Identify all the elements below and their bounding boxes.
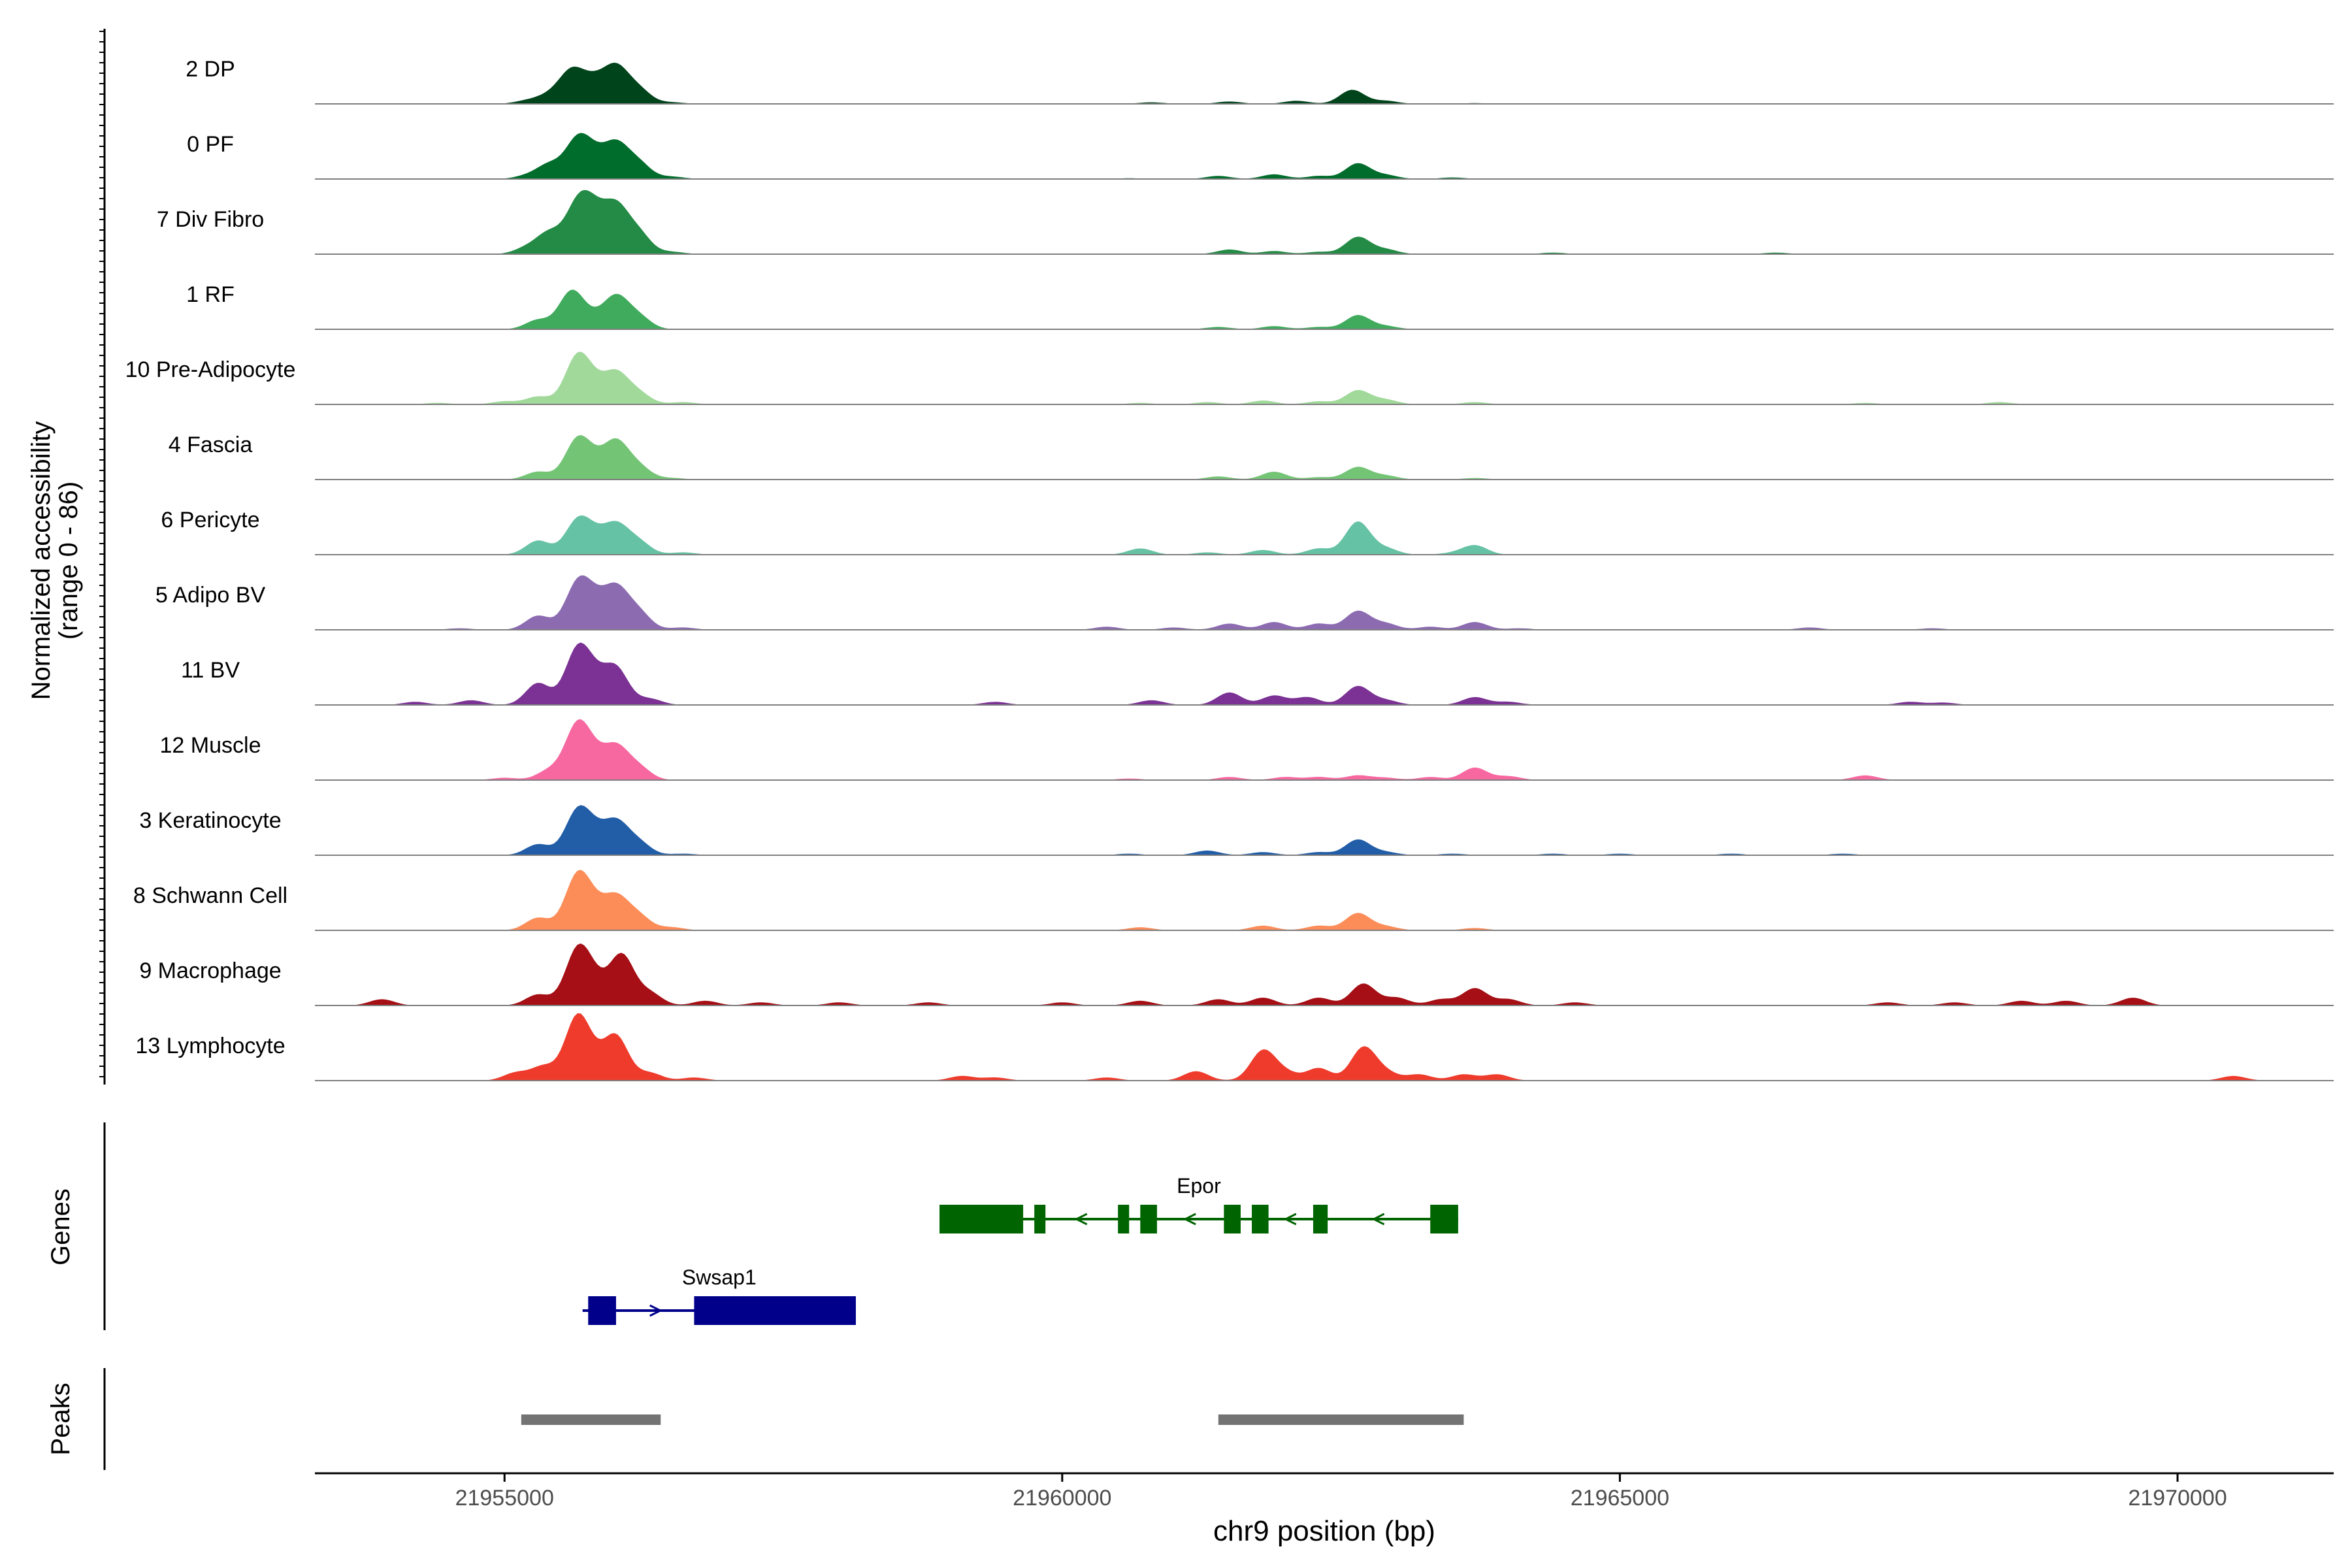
x-axis-ticks: 21955000 21960000 21965000 21970000 (455, 1473, 2227, 1511)
coverage-track: 10 Pre-Adipocyte (125, 351, 2334, 405)
coverage-area (315, 870, 2334, 930)
x-tick-label: 21960000 (1013, 1486, 1111, 1511)
track-label: 10 Pre-Adipocyte (125, 357, 296, 382)
track-label: 2 DP (186, 57, 235, 82)
coverage-track: 6 Pericyte (161, 508, 2334, 555)
x-axis-label: chr9 position (bp) (1213, 1515, 1435, 1547)
genes-panel-label: Genes (46, 1188, 75, 1266)
strand-arrow (1183, 1213, 1196, 1226)
strand-arrow (1371, 1213, 1385, 1226)
peak-regions (521, 1414, 1464, 1425)
gene-exon (1224, 1205, 1241, 1233)
strand-arrow (649, 1304, 663, 1317)
coverage-area (315, 719, 2334, 780)
gene-exon (1140, 1205, 1157, 1233)
gene-exon (1034, 1205, 1046, 1233)
gene-exon (1252, 1205, 1269, 1233)
coverage-area (315, 642, 2334, 705)
coverage-area (315, 943, 2334, 1005)
coverage-track: 7 Div Fibro (157, 189, 2334, 255)
track-label: 6 Pericyte (161, 508, 259, 532)
track-label: 13 Lymphocyte (135, 1034, 285, 1058)
track-label: 9 Macrophage (139, 958, 281, 983)
gene-model: Swsap1 (582, 1266, 856, 1325)
track-label: 5 Adipo BV (155, 583, 266, 608)
strand-arrow (1074, 1213, 1088, 1226)
coverage-track: 9 Macrophage (139, 943, 2334, 1006)
coverage-track: 12 Muscle (160, 719, 2334, 781)
coverage-area (315, 289, 2334, 329)
strand-arrow (1283, 1213, 1297, 1226)
coverage-area (315, 133, 2334, 179)
gene-exon (1313, 1205, 1328, 1233)
coverage-track: 5 Adipo BV (155, 575, 2334, 630)
coverage-area (315, 515, 2334, 555)
gene-exon (1118, 1205, 1130, 1233)
coverage-area (315, 575, 2334, 630)
coverage-track: 4 Fascia (169, 433, 2334, 480)
gene-exon (588, 1296, 616, 1325)
coverage-area (315, 351, 2334, 404)
peak-region (1218, 1414, 1464, 1425)
track-label: 7 Div Fibro (157, 207, 264, 232)
coverage-area (315, 189, 2334, 254)
coverage-area (315, 805, 2334, 855)
gene-exon (694, 1296, 856, 1325)
track-label: 3 Keratinocyte (139, 808, 281, 833)
x-tick-label: 21955000 (455, 1486, 554, 1511)
track-label: 0 PF (187, 132, 234, 157)
gene-name-label: Epor (1177, 1174, 1221, 1198)
coverage-tracks: 2 DP 0 PF 7 Div Fibro 1 RF 10 Pre-Adipocyte 4… (125, 57, 2334, 1081)
coverage-track: 2 DP (186, 57, 2334, 105)
gene-exon (1430, 1205, 1458, 1233)
y-axis-label-line2: (range 0 - 86) (54, 482, 83, 640)
coverage-track: 0 PF (187, 132, 2334, 180)
coverage-area (315, 1013, 2334, 1081)
y-axis-label-line1: Normalized accessibility (27, 421, 56, 700)
track-label: 11 BV (181, 658, 240, 683)
coverage-track: 1 RF (186, 282, 2334, 330)
track-label: 12 Muscle (160, 733, 261, 758)
coverage-track: 8 Schwann Cell (133, 870, 2334, 931)
coverage-area (315, 434, 2334, 480)
track-label: 4 Fascia (169, 433, 253, 457)
gene-model: Epor (939, 1174, 1458, 1233)
coverage-y-ticks (99, 31, 105, 1077)
coverage-area (315, 62, 2334, 104)
coverage-track: 3 Keratinocyte (139, 805, 2334, 856)
peaks-panel-label: Peaks (46, 1382, 75, 1455)
peak-region (521, 1414, 661, 1425)
track-label: 8 Schwann Cell (133, 883, 287, 908)
coverage-track: 13 Lymphocyte (135, 1013, 2334, 1081)
gene-name-label: Swsap1 (682, 1266, 757, 1289)
x-tick-label: 21970000 (2128, 1486, 2227, 1511)
gene-exon (939, 1205, 1024, 1233)
x-tick-label: 21965000 (1571, 1486, 1669, 1511)
track-label: 1 RF (186, 282, 235, 307)
gene-models: Epor Swsap1 (582, 1174, 1458, 1325)
coverage-track: 11 BV (181, 642, 2334, 706)
